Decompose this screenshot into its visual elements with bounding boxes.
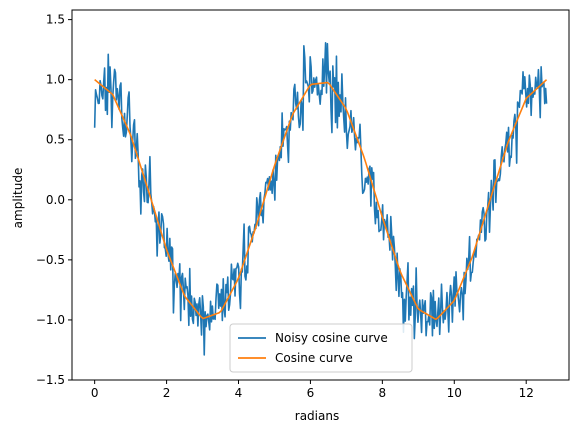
axes-frame	[71, 9, 570, 381]
x-tick-label: 2	[163, 386, 171, 400]
x-tick-label: 12	[519, 386, 534, 400]
x-tick-label: 10	[447, 386, 462, 400]
x-tick-label: 8	[379, 386, 387, 400]
x-tick-label: 6	[307, 386, 315, 400]
y-tick-label: −0.5	[36, 253, 65, 267]
plot-area	[93, 41, 548, 356]
series-line-noisy-cosine	[93, 41, 548, 356]
legend-box	[229, 323, 413, 373]
legend: Noisy cosine curve Cosine curve	[229, 323, 413, 373]
x-axis-label: radians	[295, 409, 339, 423]
axes: 0 2 4 6 8 10 12 −1.5 −1.0 −0.5 0.0 0.5 1.0 1.5	[36, 9, 570, 400]
legend-label: Cosine curve	[275, 351, 353, 365]
y-tick-label: 0.0	[46, 193, 65, 207]
y-tick-label: −1.0	[36, 313, 65, 327]
y-tick-label: 0.5	[46, 133, 65, 147]
y-tick-label: −1.5	[36, 373, 65, 387]
y-tick-label: 1.5	[46, 13, 65, 27]
series-line-cosine	[94, 79, 548, 321]
y-axis-label: amplitude	[11, 168, 25, 229]
legend-label: Noisy cosine curve	[275, 331, 388, 345]
y-tick-label: 1.0	[46, 73, 65, 87]
x-tick-label: 0	[91, 386, 99, 400]
x-tick-label: 4	[235, 386, 243, 400]
